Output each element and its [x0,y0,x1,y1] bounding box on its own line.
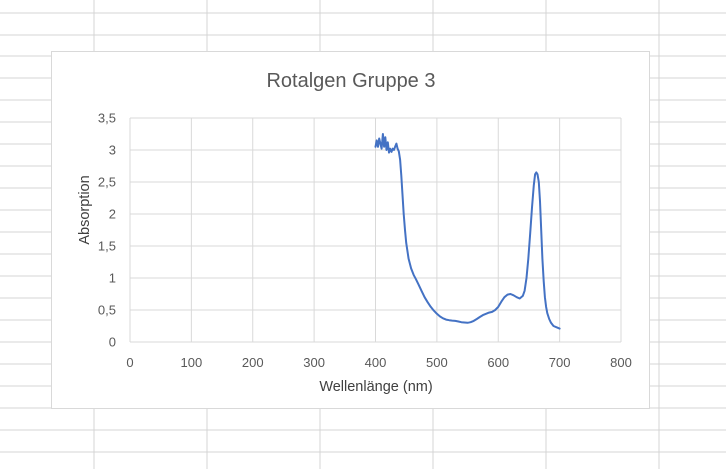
x-tick-label: 600 [487,355,509,370]
chart-title: Rotalgen Gruppe 3 [266,70,435,92]
y-tick-label: 3,5 [98,111,116,126]
y-tick-label: 2,5 [98,175,116,190]
y-axis-title: Absorption [77,175,93,244]
x-tick-label: 700 [549,355,571,370]
x-axis-ticks: 0 100 200 300 400 500 600 700 800 [126,355,631,370]
absorption-series-line [374,133,561,330]
x-tick-label: 400 [365,355,387,370]
plot-gridlines [129,117,622,343]
y-axis-ticks: 0 0,5 1 1,5 2 2,5 3 3,5 [98,111,116,350]
x-tick-label: 100 [181,355,203,370]
y-tick-label: 0 [109,335,116,350]
y-tick-label: 3 [109,143,116,158]
x-tick-label: 200 [242,355,264,370]
y-tick-label: 2 [109,207,116,222]
x-tick-label: 800 [610,355,632,370]
chart-svg: 0 0,5 1 1,5 2 2,5 3 3,5 0 100 200 300 400 500 600 700 8… [77,70,632,395]
x-tick-label: 0 [126,355,133,370]
y-tick-label: 1 [109,271,116,286]
x-tick-label: 500 [426,355,448,370]
x-axis-title: Wellenlänge (nm) [319,379,432,395]
y-tick-label: 1,5 [98,239,116,254]
x-tick-label: 300 [303,355,325,370]
y-tick-label: 0,5 [98,303,116,318]
chart-container[interactable]: 0 0,5 1 1,5 2 2,5 3 3,5 0 100 200 300 400 500 600 700 8… [51,51,650,409]
